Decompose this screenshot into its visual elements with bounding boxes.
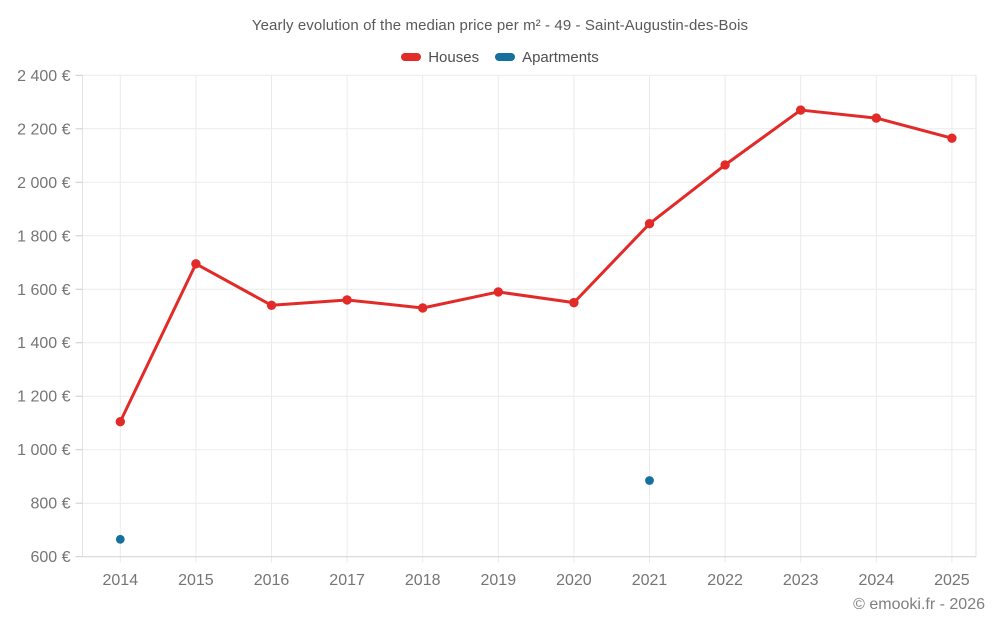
x-tick-label: 2025 [934,572,970,589]
houses-data-point[interactable] [569,297,579,308]
legend-item-apartments[interactable]: Apartments [495,49,599,66]
houses-data-point[interactable] [644,219,655,229]
houses-data-point[interactable] [115,416,126,427]
houses-data-point[interactable] [720,160,730,170]
y-tick-label: 2 000 € [17,175,70,192]
legend-item-houses[interactable]: Houses [401,49,479,66]
chart-title: Yearly evolution of the median price per… [251,17,749,34]
y-tick-label: 800 € [30,496,70,513]
x-tick-label: 2016 [254,572,290,589]
x-tick-label: 2018 [405,572,441,589]
houses-data-point[interactable] [947,133,957,143]
houses-data-point[interactable] [342,295,352,305]
apartments-data-point[interactable] [115,534,125,544]
houses-data-point[interactable] [191,259,201,269]
legend-label-houses: Houses [428,48,480,66]
houses-data-point[interactable] [796,105,806,115]
y-tick-label: 1 800 € [17,228,70,245]
apartments-legend-swatch-icon [495,53,516,61]
houses-line [118,108,954,424]
houses-data-point[interactable] [266,300,277,311]
x-tick-label: 2019 [481,572,517,589]
x-tick-label: 2022 [707,572,743,589]
x-tick-label: 2024 [859,572,895,589]
y-tick-label: 600 € [30,549,70,566]
houses-data-point[interactable] [418,303,428,313]
houses-data-point[interactable] [871,113,881,123]
y-tick-label: 1 200 € [17,389,70,406]
legend-label-apartments: Apartments [522,48,599,66]
y-tick-label: 1 000 € [17,442,70,459]
y-tick-label: 1 600 € [17,282,70,299]
houses-data-point[interactable] [493,287,503,297]
y-tick-label: 2 200 € [17,121,70,138]
x-tick-label: 2020 [556,572,592,589]
chart-legend: Houses Apartments [0,47,1000,67]
x-tick-label: 2021 [632,572,668,589]
x-tick-label: 2014 [103,572,139,589]
y-tick-label: 1 400 € [17,335,70,352]
apartments-data-point[interactable] [645,476,654,485]
x-tick-label: 2023 [783,572,819,589]
y-tick-label: 2 400 € [17,68,70,85]
x-tick-label: 2015 [178,572,214,589]
houses-legend-swatch-icon [401,53,422,61]
x-tick-label: 2017 [329,572,365,589]
copyright-credit[interactable]: © emooki.fr - 2026 [853,596,985,613]
